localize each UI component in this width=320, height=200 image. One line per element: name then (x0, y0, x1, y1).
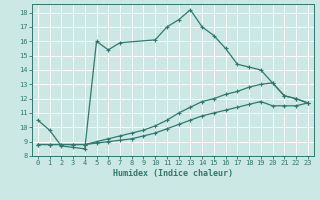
X-axis label: Humidex (Indice chaleur): Humidex (Indice chaleur) (113, 169, 233, 178)
